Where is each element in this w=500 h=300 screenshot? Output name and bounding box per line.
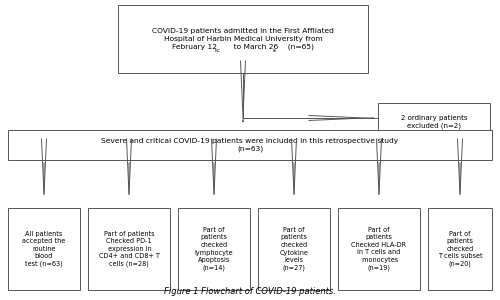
Text: Part of
patients
checked
T cells subset
(n=20): Part of patients checked T cells subset … — [438, 231, 482, 267]
Text: Severe and critical COVID-19 patients were included in this retrospective study
: Severe and critical COVID-19 patients we… — [102, 138, 399, 152]
Text: Part of
patients
checked
Cytokine
levels
(n=27): Part of patients checked Cytokine levels… — [280, 227, 308, 271]
Text: Part of
patients
checked
lymphocyte
Apoptosis
(n=14): Part of patients checked lymphocyte Apop… — [194, 227, 234, 271]
Bar — [258, 208, 330, 290]
Bar — [8, 208, 80, 290]
Bar — [118, 5, 368, 73]
Bar — [88, 208, 170, 290]
Bar — [338, 208, 420, 290]
Bar — [428, 208, 492, 290]
Bar — [378, 103, 490, 141]
Text: Part of
patients
Checked HLA-DR
in T cells and
 monocytes
(n=19): Part of patients Checked HLA-DR in T cel… — [352, 227, 406, 271]
Text: Figure 1 Flowchart of COVID-19 patients.: Figure 1 Flowchart of COVID-19 patients. — [164, 287, 336, 296]
Bar — [178, 208, 250, 290]
Text: 2 ordinary patients
excluded (n=2): 2 ordinary patients excluded (n=2) — [401, 115, 467, 129]
Text: NC: NC — [215, 49, 221, 53]
Bar — [8, 130, 492, 160]
Text: th: th — [273, 49, 278, 53]
Text: COVID-19 patients admitted in the First Affliated
Hospital of Harbin Medical Uni: COVID-19 patients admitted in the First … — [152, 28, 334, 50]
Text: All patients
accepted the
routine
blood
test (n=63): All patients accepted the routine blood … — [22, 231, 66, 267]
Text: Part of patients
Checked PD-1
 expression in
CD4+ and CD8+ T
cells (n=28): Part of patients Checked PD-1 expression… — [98, 231, 160, 267]
